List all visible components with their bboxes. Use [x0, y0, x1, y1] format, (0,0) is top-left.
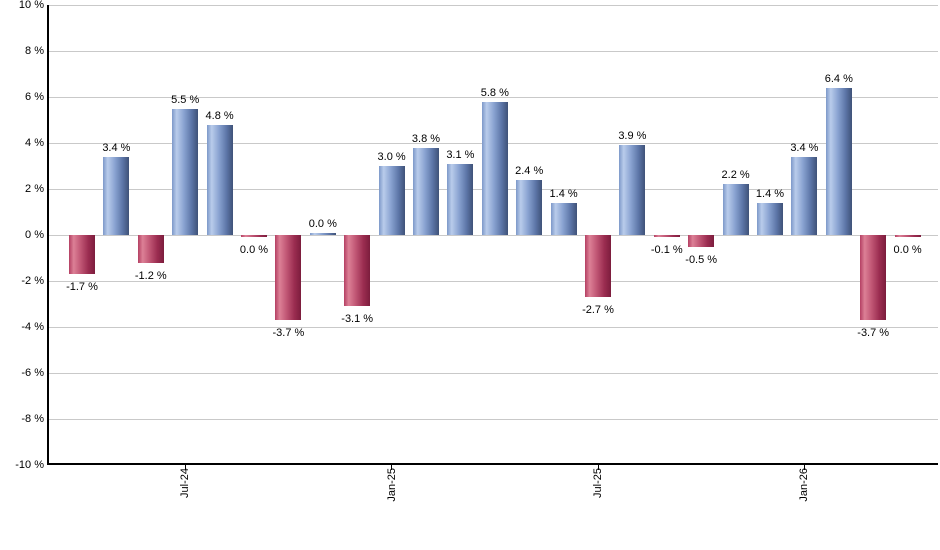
gridline [49, 281, 938, 282]
bar-value-label: 1.4 % [755, 187, 785, 200]
gridline [49, 235, 938, 236]
y-axis-tick-label: 10 % [18, 0, 44, 11]
bar-value-label: -1.7 % [66, 281, 98, 294]
bar-Dec-25 [757, 202, 783, 235]
bar-Mar-26 [860, 235, 887, 321]
bar-value-label: 3.4 % [102, 141, 131, 154]
bar-Feb-26 [825, 87, 852, 235]
bar-value-label: 6.4 % [824, 72, 853, 85]
x-axis-line [47, 463, 938, 465]
bar-value-label: 0.0 % [893, 244, 922, 256]
bar-value-label: 5.8 % [480, 86, 509, 99]
bar-value-label: 5.5 % [171, 93, 200, 106]
y-axis-line [47, 5, 49, 465]
bar-value-label: 3.1 % [446, 148, 475, 161]
y-axis-tick-label: -2 % [21, 275, 44, 287]
bar-value-label: 2.2 % [721, 169, 750, 182]
x-axis-tick [184, 465, 186, 470]
bar-value-label: 0.0 % [308, 218, 337, 230]
bar-Oct-25 [688, 235, 715, 247]
bar-value-label: 3.0 % [377, 151, 406, 163]
bar-Feb-25 [413, 147, 439, 235]
bar-Jan-26 [791, 156, 818, 235]
bar-value-label: -3.1 % [341, 313, 374, 326]
y-axis-tick-label: -6 % [21, 367, 44, 379]
bar-Mar-25 [447, 163, 474, 235]
bar-Aug-24 [206, 124, 233, 235]
y-axis-tick-label: 0 % [25, 229, 44, 241]
gridline [49, 97, 938, 98]
gridline [49, 419, 938, 420]
bar-value-label: 3.4 % [790, 141, 819, 154]
bar-Apr-25 [481, 101, 508, 235]
y-axis-tick-label: 6 % [25, 91, 44, 103]
bar-Jan-25 [378, 166, 405, 235]
x-axis-tick-label: Jan-25 [385, 468, 398, 502]
y-axis-tick-label: -10 % [15, 459, 44, 471]
gridline [49, 51, 938, 52]
bar-Aug-25 [619, 145, 646, 235]
bar-value-label: -0.5 % [685, 253, 718, 266]
bar-Jul-24 [172, 108, 199, 235]
bar-Jul-25 [585, 235, 611, 298]
bar-Jun-24 [137, 235, 164, 263]
bar-May-25 [516, 179, 543, 235]
x-axis-tick-label: Jan-26 [798, 468, 811, 502]
bar-value-label: -3.7 % [857, 327, 890, 340]
bar-value-label: -0.1 % [650, 244, 683, 257]
x-axis-tick [803, 465, 805, 470]
bar-value-label: 0.0 % [239, 244, 269, 256]
bar-Sep-25 [653, 235, 680, 238]
y-axis-tick-label: 2 % [25, 183, 44, 195]
x-axis-tick-label: Jul-25 [592, 468, 604, 498]
y-axis-tick-label: 8 % [25, 45, 44, 57]
bar-Nov-24 [309, 233, 336, 235]
bar-Jun-25 [550, 202, 577, 235]
bar-Oct-24 [275, 235, 302, 321]
bar-value-label: -2.7 % [582, 304, 614, 317]
bar-Nov-25 [722, 184, 749, 235]
y-axis-tick-label: 4 % [25, 137, 44, 149]
bar-Sep-24 [241, 235, 267, 237]
x-axis-tick [597, 465, 599, 470]
bar-value-label: 3.8 % [411, 132, 441, 145]
x-axis-tick-label: Jul-24 [179, 468, 192, 498]
bar-May-24 [103, 156, 130, 235]
bar-value-label: -3.7 % [272, 327, 305, 340]
y-axis-tick-label: -8 % [21, 413, 44, 425]
bar-Apr-24 [69, 235, 95, 275]
bar-value-label: 4.8 % [205, 109, 234, 122]
x-axis-tick [391, 465, 393, 470]
gridline [49, 373, 938, 374]
bar-Apr-26 [894, 235, 921, 237]
y-axis-tick-label: -4 % [21, 321, 44, 333]
bar-value-label: -1.2 % [134, 269, 167, 282]
bar-value-label: 3.9 % [618, 130, 647, 143]
bar-value-label: 2.4 % [515, 164, 544, 177]
gridline [49, 327, 938, 328]
bar-value-label: 1.4 % [549, 187, 578, 200]
bar-Dec-24 [344, 235, 371, 307]
gridline [49, 5, 938, 6]
